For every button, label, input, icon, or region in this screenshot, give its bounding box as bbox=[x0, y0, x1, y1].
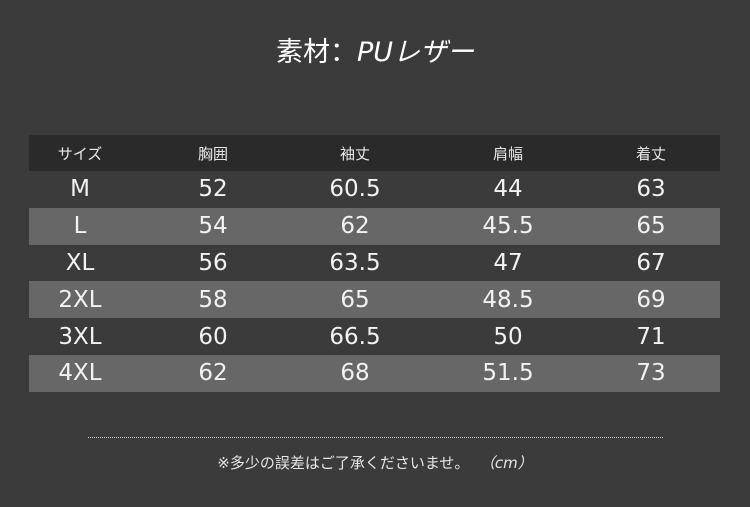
table-cell: 63.5 bbox=[329, 249, 381, 276]
table-cell: 60 bbox=[198, 323, 228, 350]
table-cell: 2XL bbox=[58, 286, 102, 313]
table-row: 3XL 60 66.5 50 71 bbox=[29, 318, 720, 355]
table-row: M 52 60.5 44 63 bbox=[29, 171, 720, 208]
table-cell: XL bbox=[65, 249, 95, 276]
table-cell: L bbox=[73, 213, 87, 240]
table-cell: 62 bbox=[198, 360, 228, 387]
note-text: ※多少の誤差はご了承くださいませ。 bbox=[217, 454, 470, 472]
table-cell: 56 bbox=[198, 249, 228, 276]
table-cell: 45.5 bbox=[482, 213, 534, 240]
table-cell: 65 bbox=[636, 213, 666, 240]
table-cell: 54 bbox=[198, 213, 228, 240]
table-cell: 51.5 bbox=[482, 360, 534, 387]
table-cell: 44 bbox=[493, 176, 523, 203]
table-row: L 54 62 45.5 65 bbox=[29, 207, 720, 245]
header-size: サイズ bbox=[57, 144, 103, 163]
table-cell: 4XL bbox=[58, 360, 102, 387]
table-cell: 48.5 bbox=[482, 286, 534, 313]
title-prefix: 素材： bbox=[275, 37, 357, 68]
table-header: サイズ 胸囲 袖丈 肩幅 着丈 bbox=[29, 135, 720, 171]
table-cell: 68 bbox=[340, 360, 370, 387]
title-material: PUレザー bbox=[356, 37, 475, 68]
page-title: 素材：PUレザー bbox=[0, 30, 750, 69]
table-row: XL 56 63.5 47 67 bbox=[29, 245, 720, 282]
table-cell: 52 bbox=[198, 176, 228, 203]
table-cell: 47 bbox=[493, 249, 523, 276]
table-cell: 62 bbox=[340, 213, 370, 240]
table-cell: 73 bbox=[636, 360, 666, 387]
table-cell: 50 bbox=[493, 323, 523, 350]
table-row: 2XL 58 65 48.5 69 bbox=[29, 281, 720, 319]
dotted-divider bbox=[88, 437, 663, 438]
table-cell: 67 bbox=[636, 249, 666, 276]
unit-label: （cm） bbox=[487, 454, 533, 472]
header-chest: 胸囲 bbox=[197, 144, 229, 163]
header-length: 着丈 bbox=[635, 144, 667, 163]
header-shoulder: 肩幅 bbox=[492, 144, 524, 163]
footnote: ※多少の誤差はご了承くださいませ。 （cm） bbox=[0, 452, 750, 473]
table-cell: 63 bbox=[636, 176, 666, 203]
table-cell: 69 bbox=[636, 286, 666, 313]
table-cell: M bbox=[70, 176, 90, 203]
table-cell: 60.5 bbox=[329, 176, 381, 203]
table-cell: 3XL bbox=[58, 323, 102, 350]
size-table: サイズ 胸囲 袖丈 肩幅 着丈 M 52 60.5 44 63 L 54 62 45.5 65 XL… bbox=[29, 135, 720, 392]
header-sleeve: 袖丈 bbox=[339, 144, 371, 163]
table-cell: 65 bbox=[340, 286, 370, 313]
table-cell: 66.5 bbox=[329, 323, 381, 350]
table-cell: 71 bbox=[636, 323, 666, 350]
table-cell: 58 bbox=[198, 286, 228, 313]
table-row: 4XL 62 68 51.5 73 bbox=[29, 354, 720, 392]
